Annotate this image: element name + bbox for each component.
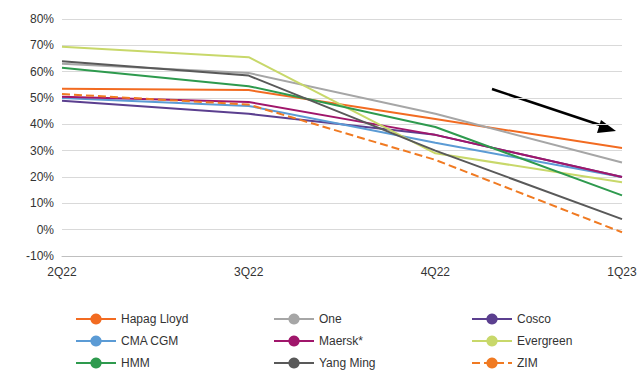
svg-text:40%: 40% xyxy=(30,117,54,131)
svg-text:Yang Ming: Yang Ming xyxy=(319,356,375,370)
svg-text:Hapag Lloyd: Hapag Lloyd xyxy=(121,312,188,326)
svg-text:HMM: HMM xyxy=(121,356,150,370)
svg-text:50%: 50% xyxy=(30,91,54,105)
svg-text:CMA CGM: CMA CGM xyxy=(121,334,178,348)
svg-text:1Q23: 1Q23 xyxy=(607,265,637,279)
svg-text:30%: 30% xyxy=(30,144,54,158)
svg-text:80%: 80% xyxy=(30,12,54,26)
svg-text:3Q22: 3Q22 xyxy=(234,265,264,279)
svg-text:One: One xyxy=(319,312,342,326)
svg-text:0%: 0% xyxy=(37,223,55,237)
svg-text:60%: 60% xyxy=(30,65,54,79)
svg-text:10%: 10% xyxy=(30,196,54,210)
svg-text:Maersk*: Maersk* xyxy=(319,334,363,348)
svg-text:Evergreen: Evergreen xyxy=(517,334,572,348)
svg-text:4Q22: 4Q22 xyxy=(421,265,451,279)
svg-text:ZIM: ZIM xyxy=(517,356,538,370)
svg-text:70%: 70% xyxy=(30,38,54,52)
svg-text:2Q22: 2Q22 xyxy=(47,265,77,279)
svg-text:-10%: -10% xyxy=(26,249,54,263)
svg-text:20%: 20% xyxy=(30,170,54,184)
svg-text:Cosco: Cosco xyxy=(517,312,551,326)
